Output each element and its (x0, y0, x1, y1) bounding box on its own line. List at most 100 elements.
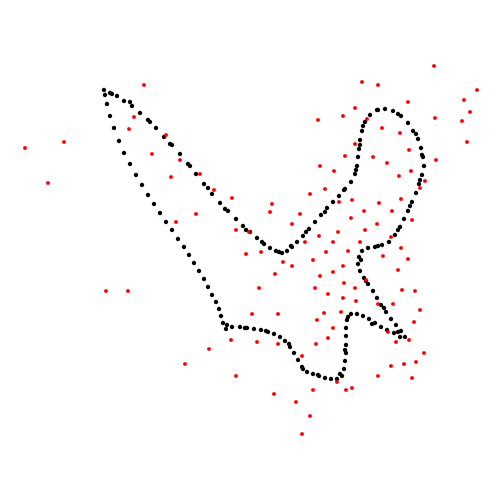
series-0-point (167, 141, 173, 147)
series-1-point (332, 169, 336, 173)
series-1-point (468, 110, 472, 114)
series-0-point (343, 333, 349, 339)
series-0-point (306, 226, 312, 232)
series-1-point (475, 88, 479, 92)
series-1-point (407, 338, 411, 342)
series-0-point (242, 325, 248, 331)
series-0-point (395, 227, 401, 233)
series-1-point (418, 186, 422, 190)
series-0-point (343, 342, 349, 348)
series-0-point (322, 375, 328, 381)
series-1-point (314, 342, 318, 346)
series-0-point (348, 179, 354, 185)
series-0-point (392, 232, 398, 238)
series-0-point (303, 229, 309, 235)
series-0-point (359, 128, 365, 134)
series-0-point (328, 376, 334, 382)
series-0-point (217, 200, 223, 206)
series-1-point (380, 126, 384, 130)
series-0-point (402, 334, 408, 340)
series-1-point (300, 354, 304, 358)
series-1-point (409, 169, 413, 173)
series-0-point (405, 208, 411, 214)
series-1-point (360, 80, 364, 84)
series-1-point (315, 318, 319, 322)
series-0-point (378, 302, 384, 308)
series-1-point (183, 362, 187, 366)
series-0-point (151, 201, 157, 207)
series-0-point (360, 313, 366, 319)
series-1-point (406, 257, 410, 261)
series-0-point (205, 284, 211, 290)
series-0-point (369, 321, 375, 327)
series-1-point (362, 209, 366, 213)
series-1-point (311, 388, 315, 392)
series-0-point (355, 261, 361, 267)
series-0-point (213, 299, 219, 305)
series-0-point (300, 233, 306, 239)
series-0-point (336, 193, 342, 199)
series-1-point (272, 392, 276, 396)
series-0-point (357, 142, 363, 148)
series-1-point (142, 83, 146, 87)
series-1-point (432, 64, 436, 68)
series-0-point (196, 268, 202, 274)
series-1-point (410, 218, 414, 222)
series-1-point (244, 252, 248, 256)
series-1-point (234, 374, 238, 378)
series-0-point (395, 329, 401, 335)
series-1-point (259, 250, 263, 254)
series-1-point (194, 212, 198, 216)
series-1-point (460, 119, 464, 123)
series-0-point (127, 161, 133, 167)
series-0-point (271, 331, 277, 337)
series-0-point (393, 322, 399, 328)
series-1-point (318, 164, 322, 168)
series-1-point (342, 281, 346, 285)
series-1-point (126, 289, 130, 293)
series-0-point (415, 136, 421, 142)
series-0-point (348, 311, 354, 317)
series-0-point (251, 326, 257, 332)
series-1-point (247, 230, 251, 234)
series-1-point (290, 222, 294, 226)
series-1-point (422, 351, 426, 355)
series-1-point (397, 174, 401, 178)
series-1-point (281, 260, 285, 264)
series-0-point (304, 369, 310, 375)
series-1-point (323, 187, 327, 191)
series-1-point (375, 222, 379, 226)
series-0-point (258, 327, 264, 333)
series-1-point (336, 230, 340, 234)
series-1-point (398, 131, 402, 135)
series-1-point (391, 302, 395, 306)
series-0-point (111, 125, 117, 131)
series-0-point (360, 123, 366, 129)
series-1-point (386, 330, 390, 334)
series-1-point (349, 216, 353, 220)
series-0-point (295, 357, 301, 363)
series-1-point (414, 360, 418, 364)
series-0-point (145, 192, 151, 198)
series-0-point (365, 245, 371, 251)
series-0-point (405, 120, 411, 126)
series-0-point (216, 306, 222, 312)
series-1-point (230, 196, 234, 200)
series-1-point (377, 201, 381, 205)
series-1-point (324, 250, 328, 254)
series-1-point (381, 254, 385, 258)
series-0-point (133, 172, 139, 178)
series-1-point (169, 175, 173, 179)
series-1-point (290, 264, 294, 268)
series-1-point (376, 374, 380, 378)
series-1-point (410, 376, 414, 380)
series-0-point (121, 150, 127, 156)
series-0-point (410, 128, 416, 134)
series-0-point (218, 313, 224, 319)
series-1-point (127, 127, 131, 131)
series-0-point (127, 99, 133, 105)
series-1-point (389, 235, 393, 239)
series-1-point (376, 302, 380, 306)
series-0-point (229, 324, 235, 330)
